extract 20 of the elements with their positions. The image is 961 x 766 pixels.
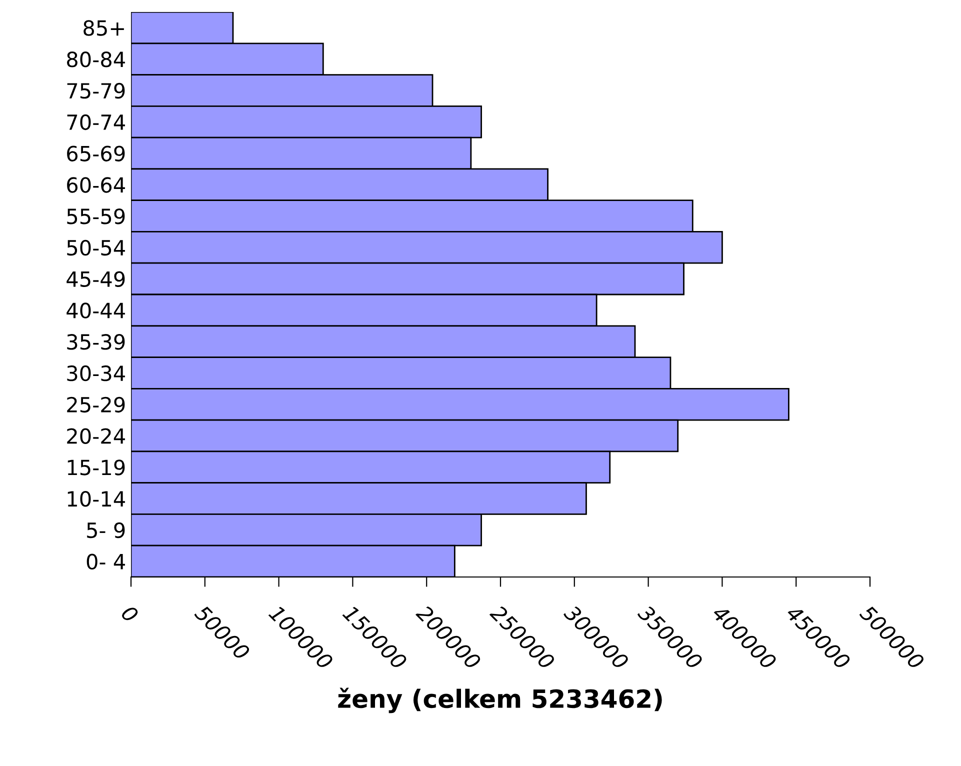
y-tick-label: 35-39 [67,334,125,350]
y-tick-label: 65-69 [67,146,125,162]
y-tick-label: 75-79 [67,82,125,99]
y-tick-label: 20-24 [67,428,125,444]
x-tick-label: 0 [120,604,140,624]
y-tick-label: 0- 4 [86,554,125,570]
y-tick-label: 55-59 [67,208,125,224]
y-tick-label: 15-19 [68,460,125,476]
y-tick-label: 70-74 [67,114,125,130]
x-axis-title: ženy (celkem 5233462) [338,688,662,714]
y-tick-label: 50-54 [67,240,125,256]
y-tick-label: 60-64 [67,177,125,193]
y-tick-label: 10-14 [68,490,125,507]
y-tick-label: 25-29 [67,396,125,413]
y-tick-label: 30-34 [67,365,125,382]
y-tick-label: 40-44 [66,302,125,318]
y-tick-label: 45-49 [66,271,125,288]
y-tick-label: 85+ [84,20,124,36]
y-tick-label: 5- 9 [87,522,125,538]
y-tick-label: 80-84 [67,52,125,68]
